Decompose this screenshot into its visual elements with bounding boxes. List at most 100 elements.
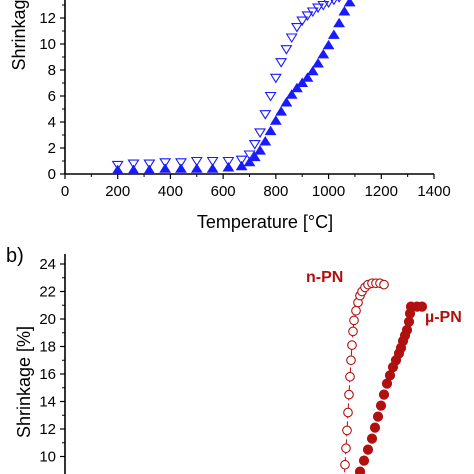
data-point — [127, 164, 140, 175]
data-point — [159, 163, 172, 173]
data-point — [341, 443, 351, 454]
data-point — [243, 156, 256, 167]
x-tick-label: 400 — [158, 183, 183, 200]
data-point — [248, 151, 261, 162]
y-tick-label: 10 — [39, 449, 56, 466]
y-tick-label: 4 — [48, 114, 56, 131]
y-tick-label: 12 — [39, 10, 56, 27]
data-point — [306, 7, 319, 18]
data-point — [175, 163, 187, 173]
data-point — [343, 407, 353, 418]
data-point — [403, 316, 415, 327]
data-point — [379, 279, 389, 290]
data-point — [372, 411, 384, 422]
series-µ-PN — [354, 301, 428, 474]
data-point — [333, 17, 346, 28]
data-point — [346, 355, 356, 366]
data-point — [306, 65, 319, 76]
data-point — [143, 159, 156, 170]
y-tick-label: 14 — [39, 0, 56, 1]
data-point — [222, 156, 235, 167]
data-point — [354, 466, 366, 474]
data-point — [280, 97, 293, 107]
data-point — [190, 156, 203, 167]
data-point — [312, 3, 325, 14]
data-point — [275, 106, 288, 116]
data-point — [416, 301, 428, 312]
data-point — [206, 156, 219, 167]
data-point — [269, 115, 282, 125]
y-tick-label: 12 — [39, 421, 56, 438]
panel-a-x-axis-label: Temperature [°C] — [197, 212, 333, 232]
data-point — [243, 150, 256, 161]
series-n-PN — [340, 278, 389, 474]
x-tick-label: 1400 — [417, 183, 450, 200]
data-point — [259, 110, 272, 120]
series-1 — [111, 0, 356, 175]
y-tick-label: 24 — [39, 256, 56, 273]
data-point — [269, 73, 282, 84]
panel-b: b) 10 12 14 16 18 20 22 24 Shrinkage [%] n-PN µ… — [6, 245, 462, 474]
data-point — [127, 159, 140, 170]
data-point — [322, 39, 335, 50]
x-tick-label: 1000 — [312, 183, 345, 200]
panel-b-y-axis-label: Shrinkage [%] — [14, 326, 34, 438]
y-tick-label: 22 — [39, 284, 56, 301]
data-point — [190, 163, 203, 173]
x-tick-label: 600 — [211, 183, 236, 200]
data-point — [317, 48, 330, 59]
y-tick-label: 10 — [39, 36, 56, 53]
data-point — [349, 315, 359, 326]
data-point — [174, 158, 187, 168]
data-point — [296, 77, 309, 87]
data-point — [254, 128, 267, 138]
data-point — [348, 326, 358, 337]
data-point — [317, 0, 330, 11]
data-point — [378, 389, 390, 400]
y-tick-label: 14 — [39, 394, 56, 411]
data-point — [159, 158, 172, 168]
data-point — [351, 305, 361, 316]
panel-a-series — [111, 0, 356, 175]
data-point — [111, 164, 124, 175]
panel-a: 0 200 400 600 800 1000 1200 1400 0 2 4 6 8 10 12 14 Te… — [9, 0, 451, 232]
data-point — [280, 45, 293, 55]
data-point — [296, 16, 309, 27]
panel-a-y-axis-label: Shrinkage — [9, 0, 29, 71]
data-point — [259, 136, 272, 146]
y-tick-label: 2 — [48, 140, 56, 157]
panel-b-label: b) — [6, 245, 24, 267]
series-label-mu-pn: µ-PN — [425, 309, 462, 326]
data-point — [362, 444, 374, 455]
data-point — [330, 0, 338, 6]
data-point — [366, 433, 378, 444]
data-point — [343, 0, 356, 7]
data-point — [369, 422, 381, 433]
data-point — [375, 400, 387, 411]
y-tick-label: 0 — [48, 166, 56, 183]
data-point — [275, 58, 288, 68]
y-tick-label: 18 — [39, 339, 56, 356]
series-0 — [111, 0, 345, 171]
data-point — [285, 33, 298, 44]
data-point — [344, 389, 354, 400]
data-point — [206, 163, 219, 173]
data-point — [111, 160, 124, 171]
panel-a-x-ticks: 0 200 400 600 800 1000 1200 1400 — [61, 174, 451, 200]
data-point — [347, 340, 357, 350]
data-point — [340, 459, 350, 470]
data-point — [264, 125, 277, 136]
data-point — [301, 72, 314, 82]
data-point — [143, 164, 156, 175]
data-point — [254, 145, 266, 155]
data-point — [342, 425, 352, 436]
data-point — [345, 371, 355, 382]
series-label-n-pn: n-PN — [306, 269, 343, 286]
x-tick-label: 200 — [105, 183, 130, 200]
panel-b-y-ticks: 10 12 14 16 18 20 22 24 — [39, 256, 65, 466]
data-point — [264, 91, 277, 102]
data-point — [235, 155, 248, 166]
data-point — [285, 89, 298, 99]
data-point — [401, 324, 413, 336]
data-point — [338, 6, 351, 16]
